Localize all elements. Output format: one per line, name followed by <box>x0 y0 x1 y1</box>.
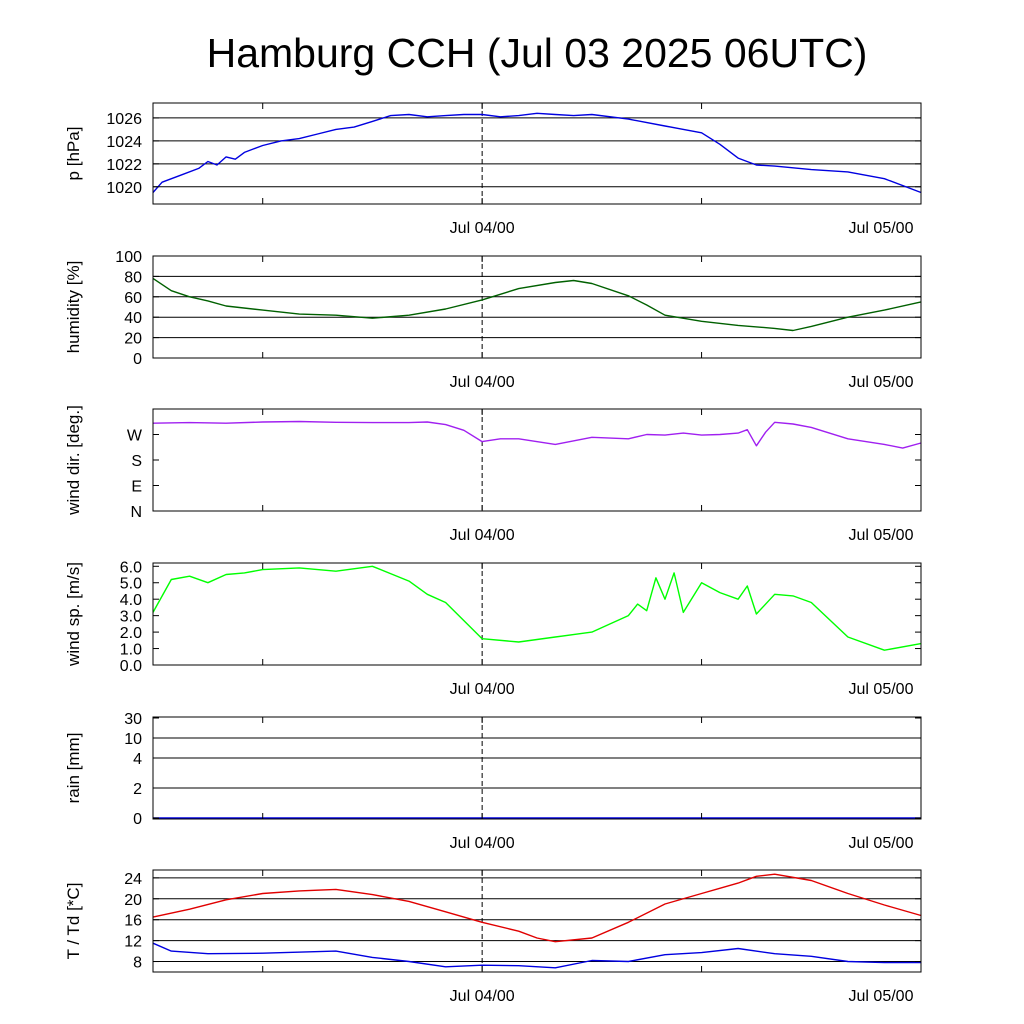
x-tick-label: Jul 04/00 <box>450 220 515 237</box>
y-tick-label: 5.0 <box>120 576 142 593</box>
x-tick-label: Jul 05/00 <box>849 220 914 237</box>
panel-frame <box>152 869 922 973</box>
panel-frame <box>152 102 922 205</box>
y-axis-label: wind sp. [m/s] <box>64 562 83 667</box>
y-tick-label: S <box>131 453 142 470</box>
y-tick-label: 8 <box>133 955 142 972</box>
y-tick-label: 60 <box>124 290 142 307</box>
y-tick-label: 0 <box>133 351 142 368</box>
y-tick-label: 1.0 <box>120 642 142 659</box>
y-tick-label: 2 <box>133 781 142 798</box>
x-tick-label: Jul 05/00 <box>849 988 914 1005</box>
x-tick-label: Jul 05/00 <box>849 835 914 852</box>
y-axis-label: p [hPa] <box>64 127 83 181</box>
y-tick-label: 1026 <box>106 111 142 128</box>
panel-6: 8 12 16 20 24 Jul 04/00 Jul 05/00 T / Td [*C] <box>64 869 922 1005</box>
x-tick-label: Jul 04/00 <box>450 681 515 698</box>
x-tick-label: Jul 04/00 <box>450 988 515 1005</box>
y-tick-label: 6.0 <box>120 559 142 576</box>
panel-frame <box>152 255 922 359</box>
series-line-1 <box>152 565 922 651</box>
y-tick-label: 80 <box>124 269 142 286</box>
x-tick-label: Jul 05/00 <box>849 681 914 698</box>
panel-1: 1020 1022 1024 1026 Jul 04/00 Jul 05/00 p [hPa… <box>64 102 922 237</box>
y-tick-label: 1020 <box>106 180 142 197</box>
y-tick-label: 20 <box>124 331 142 348</box>
y-tick-label: 0 <box>133 811 142 828</box>
x-tick-label: Jul 05/00 <box>849 527 914 544</box>
y-tick-label: W <box>127 428 143 445</box>
x-tick-label: Jul 04/00 <box>450 527 515 544</box>
y-tick-label: 2.0 <box>120 625 142 642</box>
y-axis-label: humidity [%] <box>64 261 83 354</box>
chart-title: Hamburg CCH (Jul 03 2025 06UTC) <box>207 30 868 76</box>
y-tick-label: 20 <box>124 892 142 909</box>
y-tick-label: 16 <box>124 913 142 930</box>
y-tick-label: 0.0 <box>120 658 142 675</box>
x-tick-label: Jul 04/00 <box>450 374 515 391</box>
y-tick-label: 40 <box>124 310 142 327</box>
y-tick-label: 1022 <box>106 157 142 174</box>
panel-4: 0.01.02.03.04.05.06.0 Jul 04/00 Jul 05/00 w… <box>64 559 922 698</box>
panel-frame <box>152 562 922 666</box>
series-line-1 <box>152 873 922 943</box>
y-tick-label: 12 <box>124 934 142 951</box>
y-tick-label: 4 <box>133 751 142 768</box>
y-axis-label: T / Td [*C] <box>64 883 83 960</box>
panel-5: 0 2 4 10 30 Jul 04/00 Jul 05/00 rain [mm] <box>64 711 922 852</box>
series-line-1 <box>152 277 922 332</box>
y-tick-label: 1024 <box>106 134 142 151</box>
y-tick-label: 4.0 <box>120 592 142 609</box>
y-tick-label: 10 <box>124 731 142 748</box>
panel-2: 0 20 40 60 80 100 Jul 04/00 Jul 05/00 humidity [… <box>64 249 922 391</box>
y-tick-label: 30 <box>124 711 142 728</box>
y-tick-label: 3.0 <box>120 609 142 626</box>
series-line-1 <box>152 420 922 449</box>
y-tick-label: 100 <box>115 249 142 266</box>
y-tick-label: N <box>130 504 142 521</box>
series-line-1 <box>152 112 922 194</box>
y-tick-label: 24 <box>124 871 142 888</box>
x-tick-label: Jul 04/00 <box>450 835 515 852</box>
panel-frame <box>152 716 922 820</box>
y-axis-label: rain [mm] <box>64 733 83 804</box>
series-line-2 <box>152 942 921 969</box>
panel-frame <box>152 408 922 512</box>
x-tick-label: Jul 05/00 <box>849 374 914 391</box>
y-tick-label: E <box>131 479 142 496</box>
y-axis-label: wind dir. [deg.] <box>64 405 83 516</box>
